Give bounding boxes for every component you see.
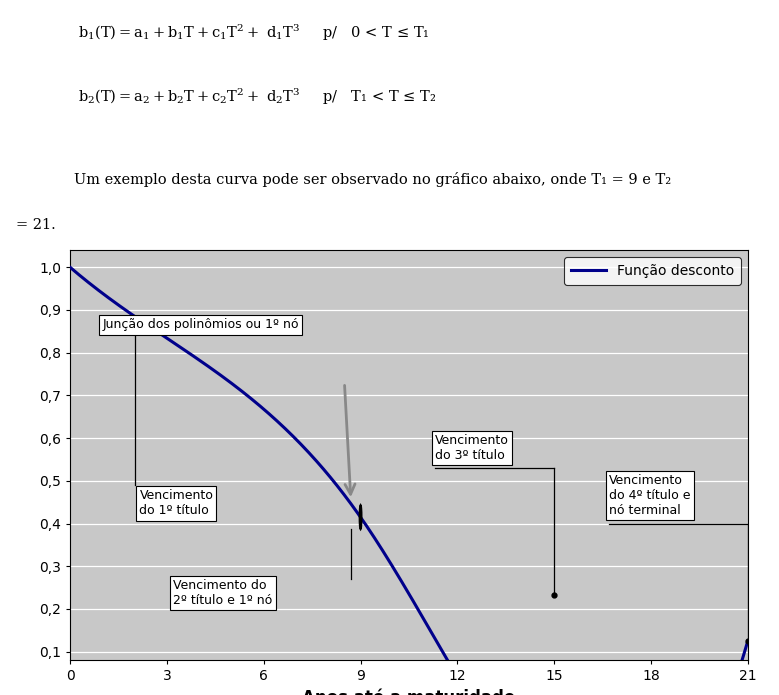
X-axis label: Anos até a maturidade: Anos até a maturidade bbox=[302, 689, 516, 695]
Text: Vencimento
do 3º título: Vencimento do 3º título bbox=[435, 434, 509, 461]
Text: Junção dos polinômios ou 1º nó: Junção dos polinômios ou 1º nó bbox=[102, 318, 299, 332]
Text: Vencimento do
2º título e 1º nó: Vencimento do 2º título e 1º nó bbox=[174, 579, 273, 607]
Text: Vencimento
do 4º título e
nó terminal: Vencimento do 4º título e nó terminal bbox=[609, 474, 690, 517]
Função desconto bbox=[65, 263, 75, 272]
Text: $\mathregular{b_1(T) = a_1 + b_1T + c_1T^2 +\ d_1T^3}$     p/   0 < T ≤ T₁: $\mathregular{b_1(T) = a_1 + b_1T + c_1T… bbox=[78, 23, 429, 43]
Text: $\mathregular{b_2(T) = a_2 + b_2T + c_2T^2 +\ d_2T^3}$     p/   T₁ < T ≤ T₂: $\mathregular{b_2(T) = a_2 + b_2T + c_2T… bbox=[78, 87, 436, 108]
Line: Função desconto: Função desconto bbox=[70, 268, 748, 695]
Legend: Função desconto: Função desconto bbox=[564, 257, 741, 285]
Text: = 21.: = 21. bbox=[16, 218, 55, 232]
Text: Um exemplo desta curva pode ser observado no gráfico abaixo, onde T₁ = 9 e T₂: Um exemplo desta curva pode ser observad… bbox=[74, 172, 671, 187]
Função desconto bbox=[372, 537, 382, 546]
Função desconto bbox=[240, 389, 249, 398]
Função desconto bbox=[465, 694, 474, 695]
Função desconto bbox=[743, 637, 753, 645]
Text: Vencimento
do 1º título: Vencimento do 1º título bbox=[139, 489, 213, 517]
Função desconto bbox=[185, 350, 195, 358]
